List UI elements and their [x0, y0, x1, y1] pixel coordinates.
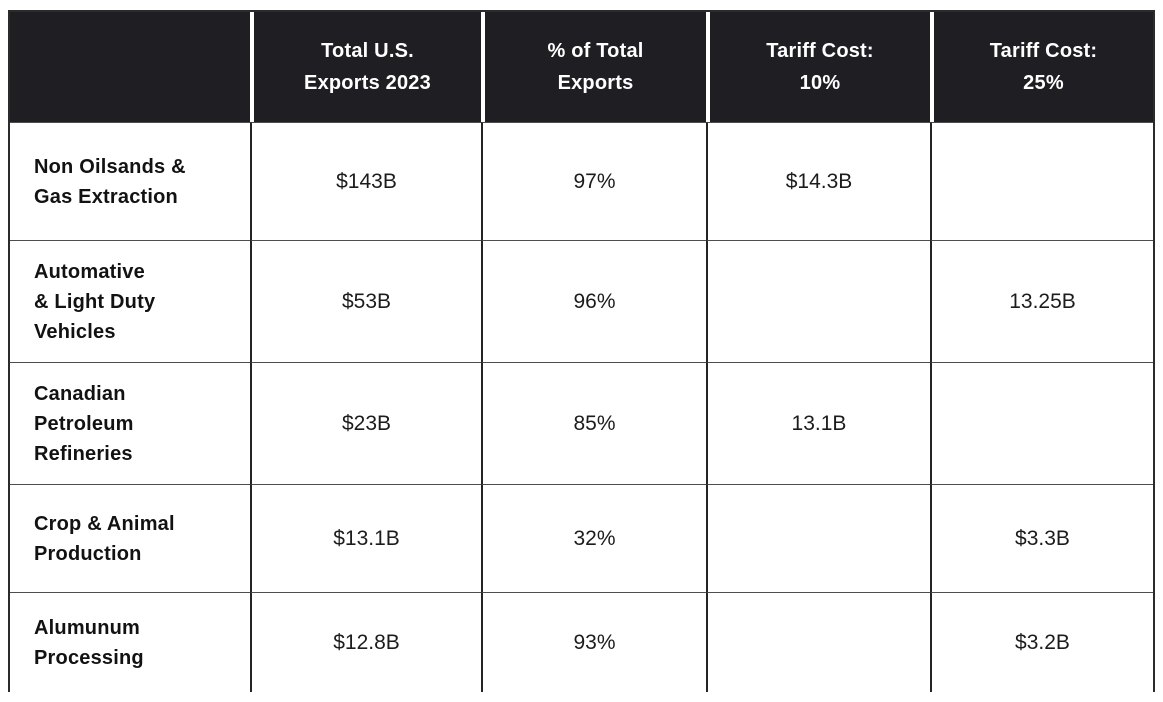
cell-total-exports: $13.1B	[250, 484, 481, 592]
table-row: Crop & Animal Production $13.1B 32% $3.3…	[10, 484, 1153, 592]
row-label-alumunum: Alumunum Processing	[10, 592, 250, 692]
data-table: Total U.S. Exports 2023 % of Total Expor…	[10, 12, 1153, 692]
row-label-crop-animal: Crop & Animal Production	[10, 484, 250, 592]
table-body: Non Oilsands & Gas Extraction $143B 97% …	[10, 122, 1153, 692]
table-header: Total U.S. Exports 2023 % of Total Expor…	[10, 12, 1153, 122]
cell-tariff-25	[930, 122, 1153, 240]
cell-pct-of-total: 97%	[481, 122, 706, 240]
cell-pct-of-total: 85%	[481, 362, 706, 484]
table-row: Alumunum Processing $12.8B 93% $3.2B	[10, 592, 1153, 692]
row-label-petroleum-refineries: Canadian Petroleum Refineries	[10, 362, 250, 484]
table-row: Non Oilsands & Gas Extraction $143B 97% …	[10, 122, 1153, 240]
cell-tariff-10: 13.1B	[706, 362, 930, 484]
column-header-tariff-10: Tariff Cost: 10%	[706, 12, 930, 122]
cell-total-exports: $12.8B	[250, 592, 481, 692]
cell-tariff-25: 13.25B	[930, 240, 1153, 362]
cell-tariff-25: $3.3B	[930, 484, 1153, 592]
row-label-automative: Automative & Light Duty Vehicles	[10, 240, 250, 362]
cell-pct-of-total: 93%	[481, 592, 706, 692]
cell-pct-of-total: 32%	[481, 484, 706, 592]
column-header-total-exports: Total U.S. Exports 2023	[250, 12, 481, 122]
cell-tariff-10	[706, 240, 930, 362]
column-header-tariff-25: Tariff Cost: 25%	[930, 12, 1153, 122]
cell-tariff-25: $3.2B	[930, 592, 1153, 692]
cell-total-exports: $23B	[250, 362, 481, 484]
cell-tariff-10	[706, 484, 930, 592]
cell-tariff-10: $14.3B	[706, 122, 930, 240]
cell-pct-of-total: 96%	[481, 240, 706, 362]
row-label-non-oilsands: Non Oilsands & Gas Extraction	[10, 122, 250, 240]
cell-total-exports: $143B	[250, 122, 481, 240]
table-row: Automative & Light Duty Vehicles $53B 96…	[10, 240, 1153, 362]
cell-tariff-25	[930, 362, 1153, 484]
table-row: Canadian Petroleum Refineries $23B 85% 1…	[10, 362, 1153, 484]
tariff-impact-table: Total U.S. Exports 2023 % of Total Expor…	[8, 10, 1155, 692]
header-row: Total U.S. Exports 2023 % of Total Expor…	[10, 12, 1153, 122]
column-header-pct-of-total: % of Total Exports	[481, 12, 706, 122]
cell-tariff-10	[706, 592, 930, 692]
cell-total-exports: $53B	[250, 240, 481, 362]
column-header-category	[10, 12, 250, 122]
